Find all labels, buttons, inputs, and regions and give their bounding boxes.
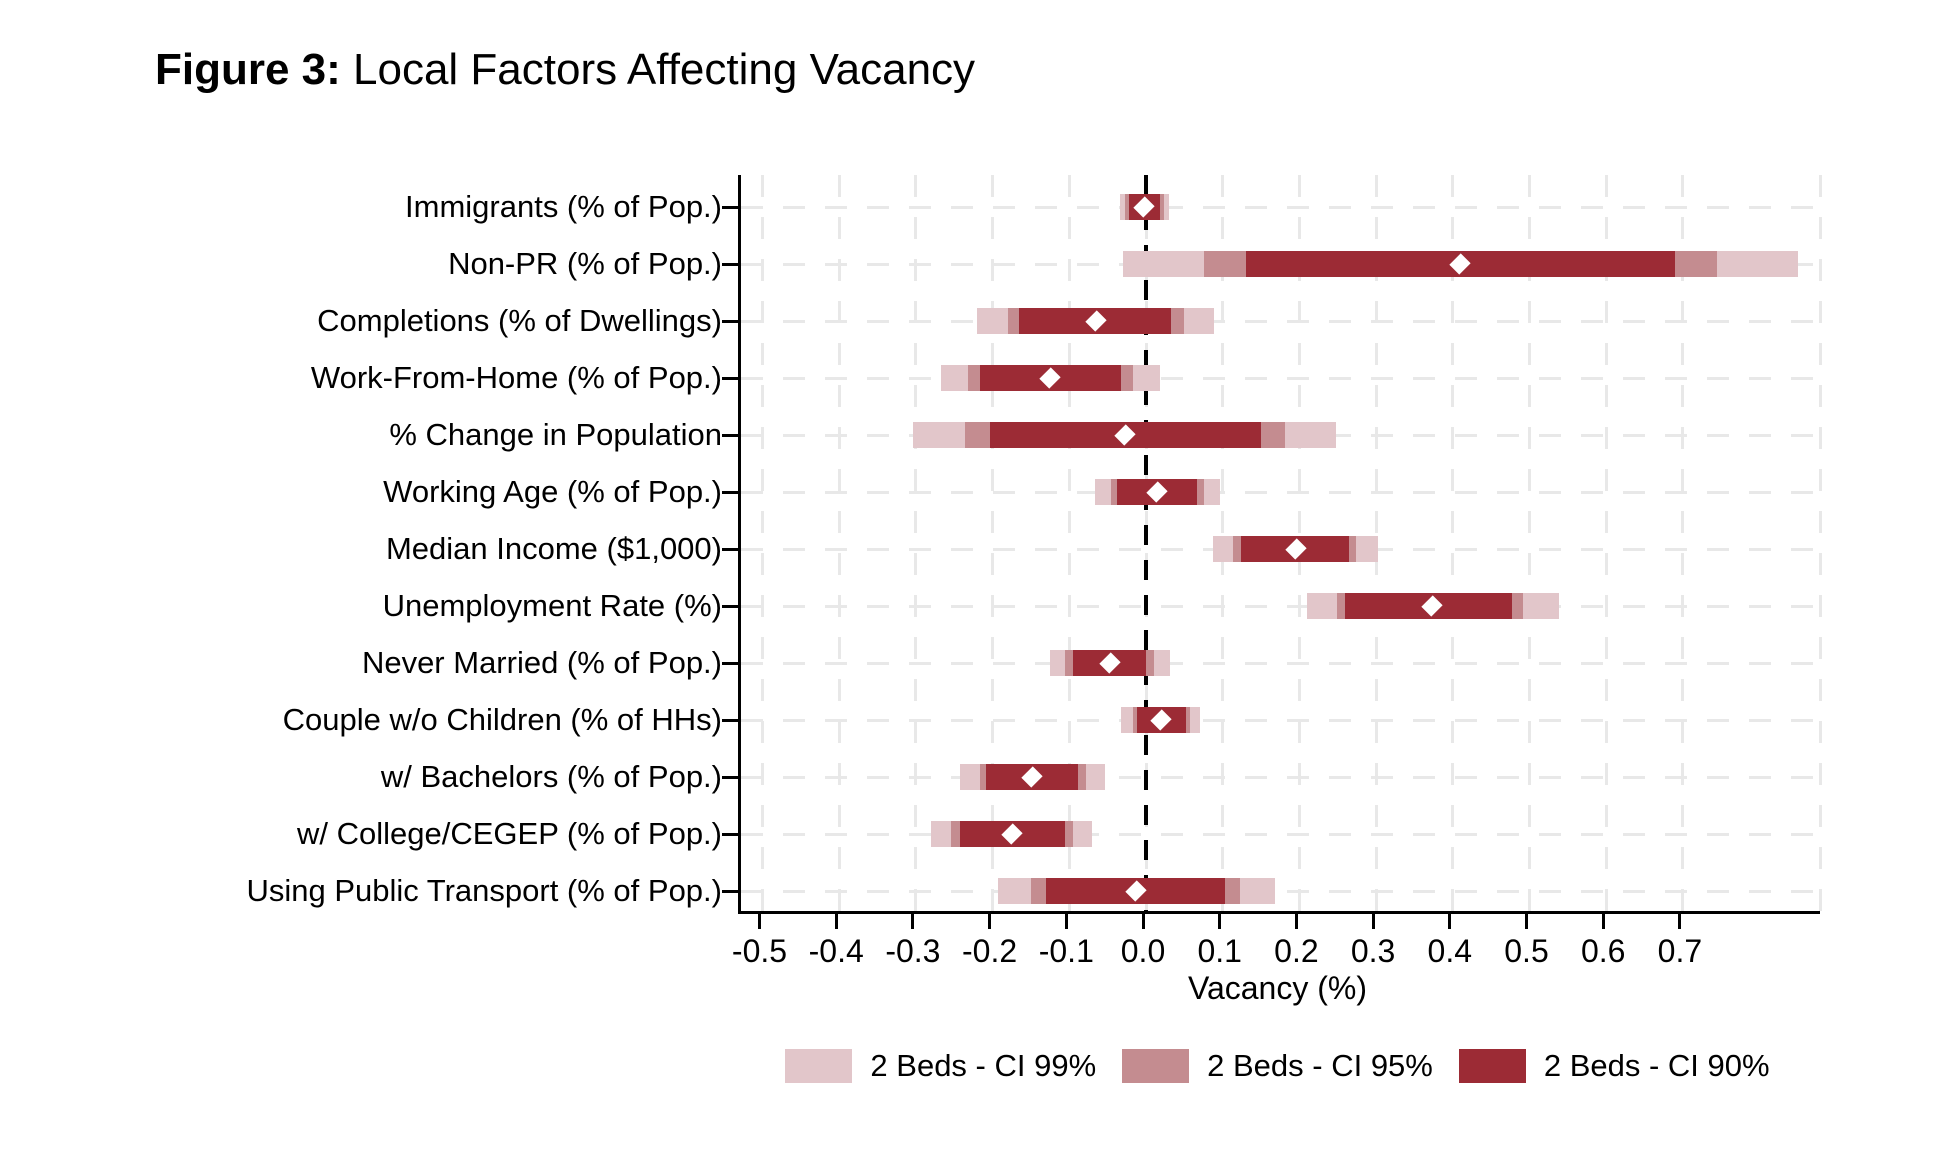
category-label: Using Public Transport (% of Pop.) [246,873,722,908]
vertical-gridline [1681,175,1685,911]
x-axis-tick [911,914,915,929]
y-axis-tick [722,376,738,380]
horizontal-gridline [741,319,1820,323]
vertical-gridline [761,175,764,911]
x-tick-label: -0.1 [1038,933,1094,969]
legend-swatch [1458,1049,1526,1083]
vertical-gridline [1818,175,1822,911]
legend-swatch [785,1049,853,1083]
x-axis-tick [1294,914,1298,929]
vertical-gridline [991,175,995,911]
horizontal-gridline [741,490,1820,494]
figure-title-text: Local Factors Affecting Vacancy [340,45,976,94]
horizontal-gridline [741,832,1820,836]
horizontal-gridline [741,205,1820,209]
x-tick-label: -0.4 [808,933,864,969]
x-tick-label: 0.6 [1580,933,1626,969]
x-axis-tick [1448,914,1452,929]
category-label: Completions (% of Dwellings) [317,303,722,338]
legend-label: 2 Beds - CI 90% [1543,1048,1770,1083]
horizontal-gridline [741,718,1820,722]
category-label: w/ College/CEGEP (% of Pop.) [297,816,722,851]
y-axis-tick [722,775,738,779]
y-axis-tick [722,433,738,437]
y-axis-tick [722,718,738,722]
vertical-gridline [914,175,918,911]
x-tick-label: 0.5 [1504,933,1549,969]
vertical-gridline [837,175,841,911]
figure-title-prefix: Figure 3: [155,45,341,94]
x-axis-tick [1218,914,1222,929]
x-tick-label: -0.5 [731,933,788,969]
horizontal-gridline [741,775,1820,779]
x-axis-title: Vacancy (%) [1187,970,1367,1006]
plot-area [722,175,1822,914]
horizontal-gridline [741,889,1820,893]
category-label: Never Married (% of Pop.) [361,645,722,680]
x-tick-label: 0.4 [1427,933,1473,969]
x-tick-label: 0.7 [1657,933,1703,969]
x-axis-tick [1525,914,1528,929]
y-axis-tick [722,604,738,608]
x-axis-tick [1141,914,1145,929]
vertical-gridline [1067,175,1071,911]
x-axis-tick [1601,914,1605,929]
x-tick-label: 0.1 [1197,933,1242,969]
x-axis-tick [988,914,992,929]
y-axis-tick [722,262,738,266]
horizontal-gridline [741,604,1820,608]
category-label: Non-PR (% of Pop.) [448,246,722,281]
category-label: Couple w/o Children (% of HHs) [282,702,722,737]
category-label: Working Age (% of Pop.) [383,474,722,509]
category-label: % Change in Population [389,417,722,452]
legend-swatch [1122,1049,1190,1083]
zero-reference-line [1144,175,1148,911]
y-axis-tick [722,547,738,551]
figure-title: Figure 3: Local Factors Affecting Vacanc… [155,44,975,96]
y-axis-tick [722,889,738,893]
horizontal-gridline [741,376,1820,380]
y-axis-tick [722,205,738,209]
y-axis-tick [722,490,738,494]
x-tick-label: 0.2 [1274,933,1319,969]
legend-item: 2 Beds - CI 95% [1122,1048,1433,1084]
x-tick-label: -0.2 [962,933,1018,969]
legend-item: 2 Beds - CI 90% [1458,1048,1770,1084]
vertical-gridline [1528,175,1531,911]
x-tick-label: 0.3 [1350,933,1396,969]
x-tick-label: -0.3 [885,933,941,969]
x-axis-tick [834,914,838,929]
legend-label: 2 Beds - CI 95% [1207,1048,1433,1083]
y-axis-tick [722,832,738,836]
category-label: w/ Bachelors (% of Pop.) [380,759,722,794]
x-axis-tick [758,914,761,929]
x-tick-label: 0.0 [1120,933,1166,969]
legend-item: 2 Beds - CI 99% [785,1048,1096,1084]
legend-label: 2 Beds - CI 99% [870,1048,1097,1083]
vertical-gridline [1451,175,1455,911]
legend: 2 Beds - CI 99% 2 Beds - CI 95% 2 Beds - C… [738,1048,1817,1084]
category-label: Median Income ($1,000) [385,531,722,566]
x-axis-tick [1064,914,1068,929]
category-label: Unemployment Rate (%) [382,588,722,623]
x-axis-tick [1678,914,1682,929]
y-axis-tick [722,319,738,323]
y-axis-tick [722,661,738,665]
x-axis-tick [1371,914,1375,929]
vertical-gridline [1604,175,1608,911]
category-label: Immigrants (% of Pop.) [405,189,722,224]
horizontal-gridline [741,661,1820,665]
category-label: Work-From-Home (% of Pop.) [310,360,722,395]
